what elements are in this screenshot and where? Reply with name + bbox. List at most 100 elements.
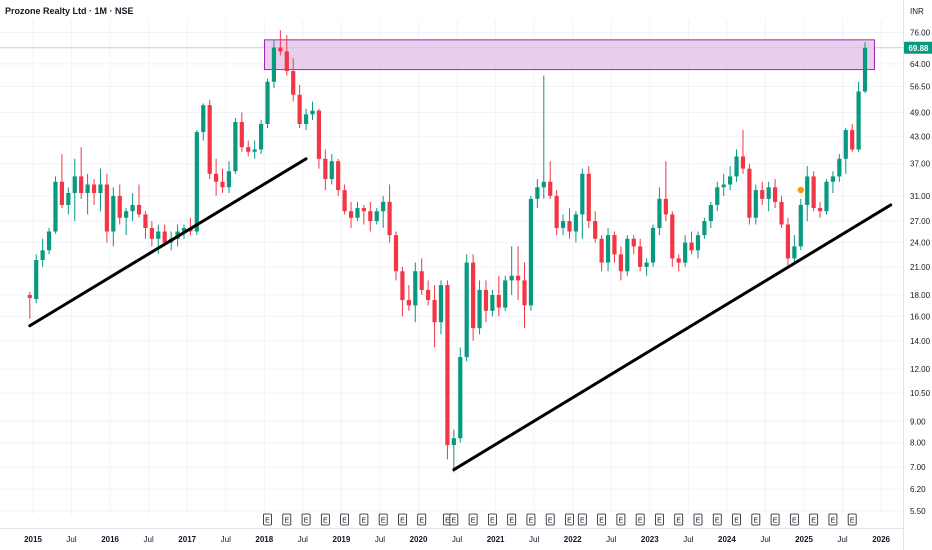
earnings-marker[interactable]: E — [655, 513, 664, 526]
earnings-marker[interactable]: E — [282, 513, 292, 526]
candle — [862, 42, 868, 94]
earnings-marker[interactable]: E — [507, 513, 517, 526]
earnings-marker-box[interactable] — [417, 513, 427, 526]
earnings-marker[interactable]: E — [340, 513, 350, 526]
earnings-marker-box[interactable] — [565, 513, 574, 526]
earnings-marker-box[interactable] — [468, 513, 478, 526]
earnings-marker-box[interactable] — [597, 513, 607, 526]
resistance-zone — [264, 39, 875, 71]
earnings-marker[interactable]: E — [712, 513, 722, 526]
earnings-marker[interactable]: E — [301, 513, 311, 526]
earnings-marker-box[interactable] — [282, 513, 292, 526]
earnings-marker-box[interactable] — [340, 513, 350, 526]
earnings-marker-box[interactable] — [616, 513, 626, 526]
candle-body — [323, 158, 328, 180]
candle — [432, 285, 437, 348]
candle — [477, 280, 482, 335]
candle — [438, 280, 444, 335]
earnings-marker-box[interactable] — [712, 513, 722, 526]
candle — [644, 258, 649, 276]
earnings-marker-box[interactable] — [507, 513, 517, 526]
earnings-marker[interactable]: E — [398, 513, 407, 526]
candle — [580, 168, 585, 239]
earnings-marker[interactable]: E — [417, 513, 427, 526]
earnings-marker-box[interactable] — [751, 513, 761, 526]
candle-body — [400, 271, 405, 301]
earnings-marker[interactable]: E — [359, 513, 369, 526]
earnings-marker-box[interactable] — [487, 513, 497, 526]
earnings-marker-box[interactable] — [693, 513, 703, 526]
earnings-marker[interactable]: E — [674, 513, 684, 526]
candle-body — [586, 173, 591, 222]
candle — [419, 258, 424, 295]
earnings-marker[interactable]: E — [770, 513, 780, 526]
earnings-marker[interactable]: E — [847, 513, 857, 526]
earnings-marker[interactable]: E — [320, 513, 330, 526]
y-tick-label: 6.20 — [910, 485, 926, 494]
candle-body — [573, 214, 579, 232]
earnings-marker-box[interactable] — [449, 513, 459, 526]
earnings-marker[interactable]: E — [378, 513, 388, 526]
dividend-marker[interactable] — [797, 186, 804, 194]
candle — [618, 246, 623, 281]
candle-body — [336, 161, 341, 191]
candle-body — [130, 204, 135, 212]
candle-body — [856, 91, 861, 150]
earnings-marker[interactable]: E — [468, 513, 478, 526]
earnings-marker-box[interactable] — [732, 513, 741, 526]
earnings-marker-box[interactable] — [263, 513, 272, 526]
earnings-marker-box[interactable] — [655, 513, 664, 526]
earnings-marker-box[interactable] — [577, 513, 587, 526]
earnings-marker-box[interactable] — [398, 513, 407, 526]
earnings-marker[interactable]: E — [616, 513, 626, 526]
earnings-marker-label: E — [811, 518, 816, 525]
earnings-marker[interactable]: E — [809, 513, 819, 526]
earnings-marker-box[interactable] — [809, 513, 819, 526]
earnings-marker[interactable]: E — [693, 513, 703, 526]
earnings-marker-box[interactable] — [545, 513, 555, 526]
earnings-marker-box[interactable] — [789, 513, 799, 526]
earnings-marker-box[interactable] — [359, 513, 369, 526]
candle-body — [72, 176, 77, 193]
earnings-marker[interactable]: E — [789, 513, 799, 526]
earnings-marker[interactable]: E — [635, 513, 645, 526]
candle — [625, 235, 630, 276]
candle — [554, 190, 559, 236]
earnings-marker[interactable]: E — [732, 513, 741, 526]
earnings-marker[interactable]: E — [597, 513, 607, 526]
earnings-marker[interactable]: E — [828, 513, 838, 526]
earnings-marker-box[interactable] — [674, 513, 684, 526]
earnings-marker[interactable]: E — [526, 513, 536, 526]
candle — [695, 231, 701, 259]
earnings-marker[interactable]: E — [263, 513, 272, 526]
earnings-marker[interactable]: E — [751, 513, 761, 526]
earnings-marker-box[interactable] — [526, 513, 536, 526]
candle — [194, 130, 199, 236]
candle-body — [252, 149, 257, 152]
earnings-marker[interactable]: E — [565, 513, 574, 526]
candle-body — [515, 275, 521, 281]
candle-body — [278, 47, 283, 52]
candle — [766, 181, 771, 212]
y-tick-label: 24.00 — [910, 239, 931, 248]
earnings-marker[interactable]: E — [487, 513, 497, 526]
earnings-marker-box[interactable] — [770, 513, 780, 526]
earnings-marker[interactable]: E — [545, 513, 555, 526]
price-axis[interactable]: 76.00 64.00 56.50 49.00 43.00 37.00 31.00 27.00… — [904, 7, 932, 516]
earnings-marker-box[interactable] — [635, 513, 645, 526]
earnings-marker[interactable]: E — [577, 513, 587, 526]
time-axis[interactable]: 2015 Jul 2016 Jul 2017 Jul 2018 Jul 2019 Jul 2020 J… — [24, 535, 890, 544]
earnings-marker-label: E — [657, 518, 662, 525]
candle-body — [258, 123, 264, 150]
earnings-marker-box[interactable] — [301, 513, 311, 526]
earnings-marker-box[interactable] — [378, 513, 388, 526]
earnings-marker-box[interactable] — [320, 513, 330, 526]
earnings-marker-box[interactable] — [828, 513, 838, 526]
last-price-badge[interactable] — [904, 41, 932, 54]
earnings-marker-label: E — [381, 518, 386, 525]
candle — [657, 187, 662, 236]
candle — [79, 147, 84, 199]
earnings-marker[interactable]: E — [449, 513, 459, 526]
earnings-marker-box[interactable] — [847, 513, 857, 526]
